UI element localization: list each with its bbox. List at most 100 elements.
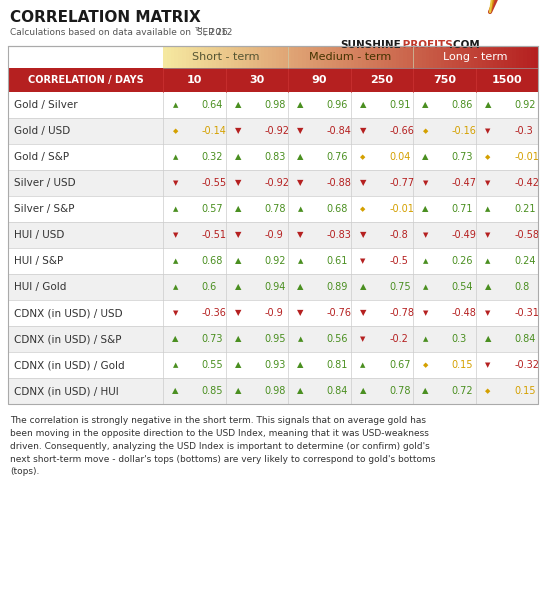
Bar	[8, 222, 538, 248]
Text: ▲: ▲	[173, 154, 178, 160]
Text: 0.24: 0.24	[514, 256, 536, 266]
Text: 0.64: 0.64	[202, 100, 223, 110]
Text: 0.54: 0.54	[452, 282, 473, 292]
Text: -0.83: -0.83	[327, 230, 352, 240]
Text: ◆: ◆	[360, 206, 366, 212]
Bar	[238, 46, 242, 68]
Bar	[351, 46, 355, 68]
Text: ▼: ▼	[423, 232, 428, 238]
Bar	[448, 46, 452, 68]
Bar	[294, 46, 299, 68]
Bar	[425, 46, 430, 68]
Text: -0.3: -0.3	[514, 126, 533, 136]
Text: ▲: ▲	[422, 205, 429, 213]
Text: ▼: ▼	[360, 258, 366, 264]
Text: ▼: ▼	[423, 180, 428, 186]
Text: ▼: ▼	[235, 231, 241, 240]
Text: ▲: ▲	[360, 283, 366, 292]
Text: -0.77: -0.77	[389, 178, 414, 188]
Bar	[441, 46, 445, 68]
Text: , 2012: , 2012	[204, 28, 233, 37]
Bar	[268, 46, 272, 68]
Text: 0.84: 0.84	[327, 386, 348, 396]
Text: 0.93: 0.93	[264, 360, 286, 370]
Bar	[324, 46, 329, 68]
Text: ◆: ◆	[423, 362, 428, 368]
Text: ◆: ◆	[423, 128, 428, 134]
Text: 0.98: 0.98	[264, 100, 286, 110]
Text: -0.01: -0.01	[389, 204, 414, 214]
Text: ▼: ▼	[297, 179, 304, 187]
Bar	[182, 46, 186, 68]
Text: 0.72: 0.72	[452, 386, 473, 396]
Text: 0.81: 0.81	[327, 360, 348, 370]
Bar	[373, 46, 377, 68]
Bar	[478, 46, 482, 68]
Bar	[403, 46, 407, 68]
Bar	[339, 46, 343, 68]
Text: 0.67: 0.67	[389, 360, 411, 370]
Bar	[306, 46, 310, 68]
Text: -0.36: -0.36	[202, 308, 227, 318]
Text: ▲: ▲	[422, 387, 429, 396]
Text: 0.3: 0.3	[452, 334, 467, 344]
Bar	[391, 46, 396, 68]
Bar	[411, 46, 415, 68]
Text: -0.42: -0.42	[514, 178, 539, 188]
Bar	[362, 46, 366, 68]
Text: ▼: ▼	[297, 309, 304, 318]
Text: ▲: ▲	[485, 258, 491, 264]
Text: ▼: ▼	[423, 310, 428, 316]
Bar	[531, 46, 535, 68]
Bar	[8, 326, 538, 352]
Bar	[418, 46, 422, 68]
Text: PROFITS: PROFITS	[399, 40, 453, 50]
Text: ▼: ▼	[235, 126, 241, 135]
Text: 0.78: 0.78	[389, 386, 411, 396]
Bar	[534, 46, 538, 68]
Bar	[395, 46, 400, 68]
Text: 30: 30	[249, 75, 264, 85]
Text: ▲: ▲	[235, 205, 241, 213]
Text: -0.2: -0.2	[389, 334, 408, 344]
Text: -0.32: -0.32	[514, 360, 539, 370]
Text: ▼: ▼	[235, 309, 241, 318]
Bar	[414, 46, 418, 68]
Bar	[276, 46, 280, 68]
Bar	[178, 46, 182, 68]
Bar	[272, 46, 276, 68]
Text: -0.92: -0.92	[264, 126, 289, 136]
Text: ▲: ▲	[235, 361, 241, 370]
Text: ◆: ◆	[173, 128, 178, 134]
Text: Gold / S&P: Gold / S&P	[14, 152, 69, 162]
Bar	[257, 46, 261, 68]
Bar	[501, 46, 505, 68]
Text: -0.58: -0.58	[514, 230, 539, 240]
Bar	[328, 46, 333, 68]
Text: ▼: ▼	[360, 336, 366, 342]
Bar	[485, 46, 490, 68]
Text: 0.61: 0.61	[327, 256, 348, 266]
Text: Gold / Silver: Gold / Silver	[14, 100, 78, 110]
Text: 0.85: 0.85	[202, 386, 223, 396]
Text: ▲: ▲	[173, 362, 178, 368]
Bar	[463, 46, 467, 68]
Text: Silver / S&P: Silver / S&P	[14, 204, 74, 214]
Bar	[8, 92, 538, 118]
Text: ▲: ▲	[422, 100, 429, 109]
Bar	[250, 46, 253, 68]
Text: -0.55: -0.55	[202, 178, 227, 188]
Bar	[489, 46, 494, 68]
Text: -0.47: -0.47	[452, 178, 477, 188]
Text: -0.31: -0.31	[514, 308, 539, 318]
Text: 0.6: 0.6	[202, 282, 217, 292]
Text: -0.5: -0.5	[389, 256, 408, 266]
Text: 0.56: 0.56	[327, 334, 348, 344]
Text: ▼: ▼	[173, 232, 178, 238]
Text: HUI / USD: HUI / USD	[14, 230, 64, 240]
Text: 0.68: 0.68	[202, 256, 223, 266]
Bar	[369, 46, 373, 68]
Text: -0.78: -0.78	[389, 308, 414, 318]
Text: CDNX (in USD) / Gold: CDNX (in USD) / Gold	[14, 360, 124, 370]
Text: CORRELATION MATRIX: CORRELATION MATRIX	[10, 10, 201, 25]
